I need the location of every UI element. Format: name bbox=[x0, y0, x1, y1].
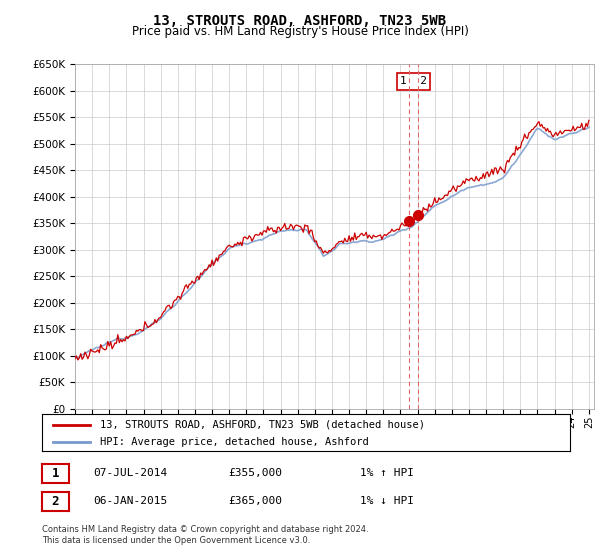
Text: £365,000: £365,000 bbox=[228, 496, 282, 506]
Text: Price paid vs. HM Land Registry's House Price Index (HPI): Price paid vs. HM Land Registry's House … bbox=[131, 25, 469, 38]
Text: Contains HM Land Registry data © Crown copyright and database right 2024.
This d: Contains HM Land Registry data © Crown c… bbox=[42, 525, 368, 545]
Text: 13, STROUTS ROAD, ASHFORD, TN23 5WB (detached house): 13, STROUTS ROAD, ASHFORD, TN23 5WB (det… bbox=[100, 419, 425, 430]
Text: 1: 1 bbox=[52, 467, 59, 480]
Text: 13, STROUTS ROAD, ASHFORD, TN23 5WB: 13, STROUTS ROAD, ASHFORD, TN23 5WB bbox=[154, 14, 446, 28]
Text: 06-JAN-2015: 06-JAN-2015 bbox=[93, 496, 167, 506]
Text: 07-JUL-2014: 07-JUL-2014 bbox=[93, 468, 167, 478]
Text: £355,000: £355,000 bbox=[228, 468, 282, 478]
Text: 2: 2 bbox=[52, 495, 59, 508]
Text: 1% ↑ HPI: 1% ↑ HPI bbox=[360, 468, 414, 478]
Text: HPI: Average price, detached house, Ashford: HPI: Average price, detached house, Ashf… bbox=[100, 437, 369, 447]
Text: 1  2: 1 2 bbox=[400, 76, 427, 86]
Text: 1% ↓ HPI: 1% ↓ HPI bbox=[360, 496, 414, 506]
